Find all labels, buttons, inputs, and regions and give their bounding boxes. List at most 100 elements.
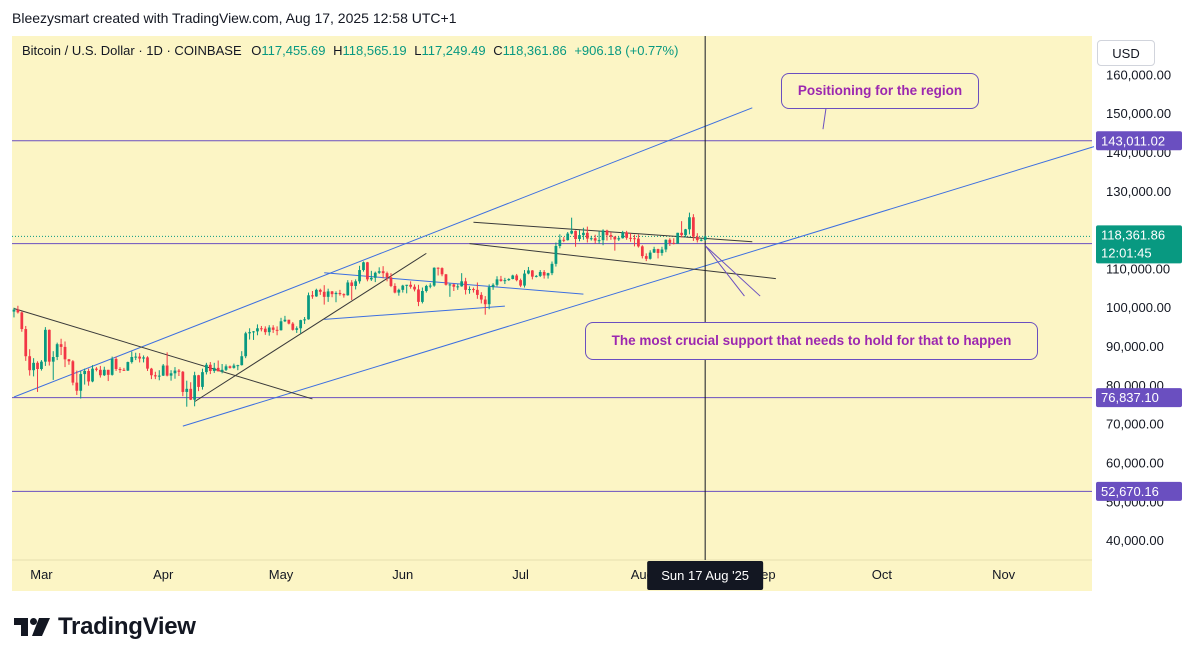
candle-body — [106, 369, 110, 375]
y-tick-label: 110,000.00 — [1106, 261, 1170, 276]
candle-body — [326, 291, 330, 297]
candle-body — [495, 279, 499, 285]
x-tick-label: Apr — [153, 567, 174, 582]
candle-body — [369, 277, 373, 280]
candle-body — [220, 369, 224, 372]
candle-body — [530, 270, 534, 277]
candle-body — [503, 280, 507, 282]
candle-body — [672, 242, 676, 244]
annotation-pointer — [704, 245, 761, 297]
candle-body — [637, 238, 640, 247]
trend-line — [194, 252, 427, 403]
candle-body — [499, 279, 503, 281]
candle-body — [201, 372, 204, 387]
candle-body — [256, 328, 259, 332]
y-tick-label: 90,000.00 — [1106, 339, 1164, 354]
candle-body — [417, 289, 420, 302]
candle-body — [460, 281, 464, 287]
crosshair-date-label: Sun 17 Aug '25 — [661, 568, 749, 583]
candle-body — [161, 365, 165, 376]
level-price-tag-bg — [1096, 481, 1182, 501]
chart-svg[interactable]: 160,000.00150,000.00140,000.00130,000.00… — [12, 36, 1188, 591]
candle-body — [102, 369, 106, 376]
candle-body — [275, 329, 279, 331]
candle-body — [676, 232, 680, 244]
candle-body — [483, 299, 487, 305]
x-tick-label: Jun — [392, 567, 413, 582]
candle-body — [519, 280, 522, 286]
candle-body — [287, 319, 291, 324]
candle-body — [232, 365, 236, 368]
candle-body — [464, 281, 467, 290]
candle-body — [373, 272, 377, 278]
candle-body — [212, 367, 216, 371]
candle-body — [507, 278, 511, 281]
candle-body — [487, 287, 491, 305]
price-chart[interactable]: 160,000.00 150,000.00 140,000.00 130,000.00… — [12, 36, 1188, 591]
candle-body — [668, 239, 672, 243]
candle-body — [644, 256, 648, 259]
y-tick-label: 40,000.00 — [1106, 533, 1164, 548]
candle-body — [260, 328, 263, 330]
candle-body — [12, 309, 16, 312]
candle-body — [633, 238, 636, 240]
candle-body — [311, 295, 314, 297]
candle-body — [291, 323, 295, 330]
candle-body — [216, 367, 220, 372]
candle-body — [208, 364, 212, 371]
candle-body — [150, 368, 153, 376]
candle-body — [562, 239, 566, 241]
candle-body — [205, 364, 208, 373]
candle-body — [279, 321, 283, 331]
candle-body — [625, 232, 628, 238]
candle-body — [236, 365, 240, 367]
candle-body — [664, 239, 668, 250]
tradingview-logo[interactable]: TradingView — [12, 610, 196, 644]
candle-body — [393, 285, 397, 293]
candle-body — [629, 237, 632, 239]
close-value: 118,361.86 — [502, 43, 567, 58]
plot-area[interactable] — [12, 36, 1092, 591]
candle-body — [585, 232, 589, 239]
candle-body — [91, 368, 94, 382]
candle-body — [295, 328, 299, 330]
level-price-tag-label: 52,670.16 — [1101, 484, 1159, 499]
candle-body — [51, 356, 55, 362]
candle-body — [130, 356, 134, 363]
candle-body — [621, 232, 625, 239]
currency-button[interactable]: USD — [1097, 40, 1155, 66]
open-label: O — [251, 43, 262, 58]
high-label: H — [333, 43, 343, 58]
candle-body — [146, 357, 149, 369]
candle-body — [181, 371, 185, 392]
candle-body — [240, 356, 244, 366]
candle-body — [511, 275, 515, 279]
candle-body — [169, 373, 173, 376]
ohlc-legend: Bitcoin / U.S. Dollar · 1D · COINBASE O 1… — [22, 43, 678, 58]
candle-body — [44, 329, 47, 362]
candle-body — [165, 365, 169, 376]
candle-body — [185, 388, 189, 392]
candle-body — [358, 270, 361, 282]
candle-body — [83, 370, 87, 375]
candle-body — [189, 388, 193, 400]
annotation-positioning[interactable]: Positioning for the region — [781, 73, 979, 109]
candle-body — [523, 273, 526, 286]
candle-body — [362, 262, 365, 271]
candle-body — [244, 333, 248, 357]
candle-body — [110, 358, 114, 375]
candle-body — [597, 240, 601, 242]
candle-body — [452, 284, 456, 287]
candle-body — [546, 273, 550, 276]
candle-body — [252, 331, 255, 333]
candle-body — [271, 327, 275, 330]
candle-body — [605, 230, 609, 236]
candle-body — [617, 238, 621, 240]
annotation-pointer — [704, 245, 745, 297]
current-price-tag-bg — [1096, 225, 1182, 264]
symbol-title[interactable]: Bitcoin / U.S. Dollar · 1D · COINBASE — [22, 43, 242, 58]
candle-body — [692, 217, 695, 237]
candle-body — [40, 361, 43, 370]
candle-body — [95, 368, 98, 370]
annotation-support[interactable]: The most crucial support that needs to h… — [585, 322, 1038, 360]
